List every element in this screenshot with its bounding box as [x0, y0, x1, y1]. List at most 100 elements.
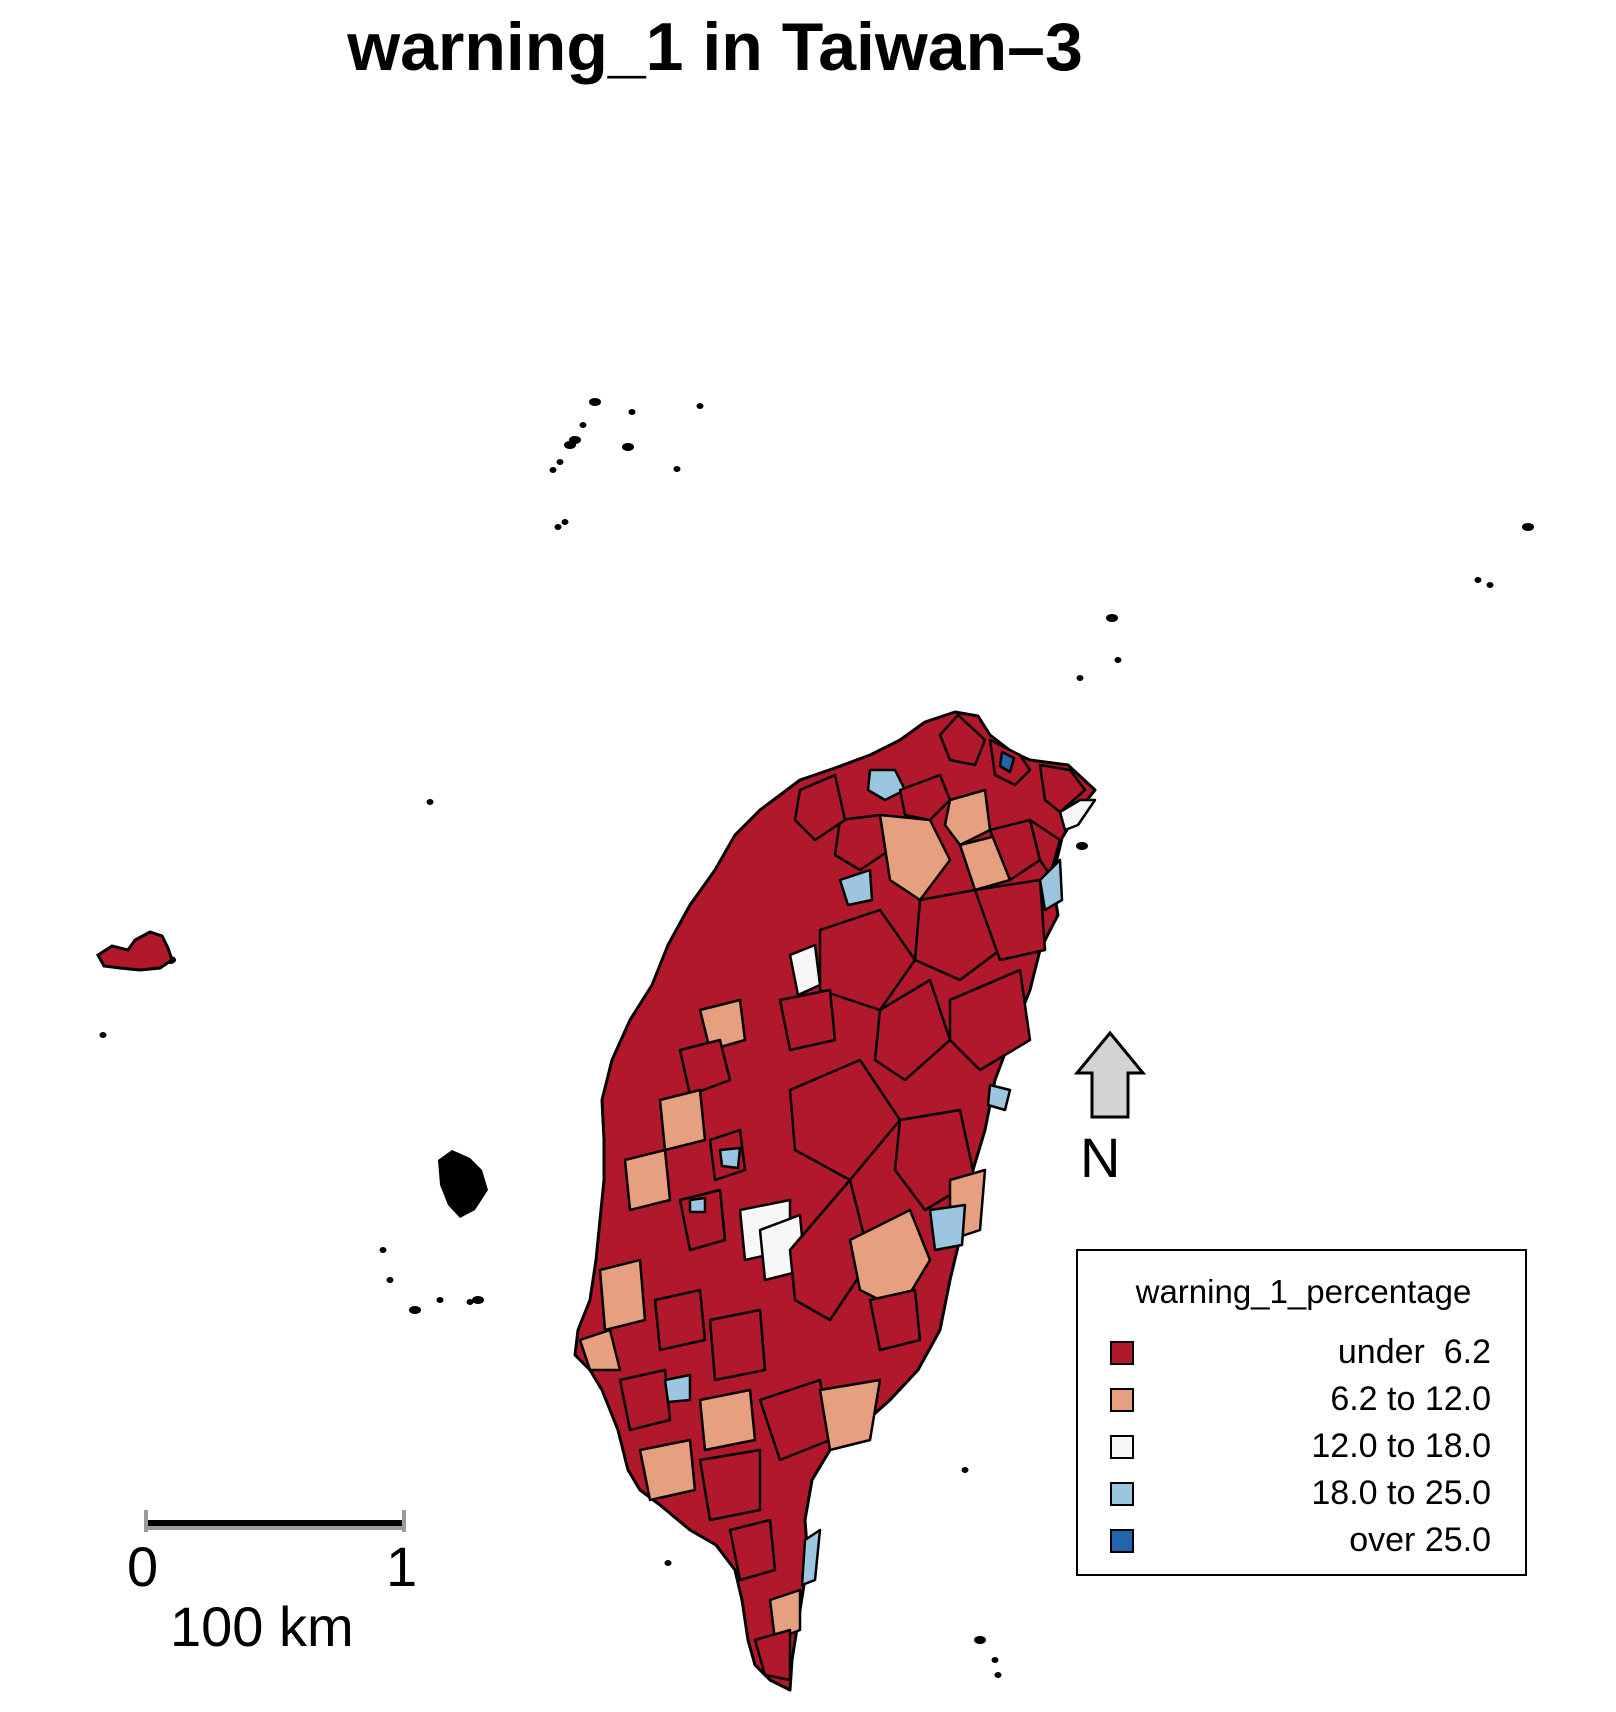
- islet: [561, 519, 569, 525]
- district: [833, 813, 892, 872]
- district: [928, 1203, 967, 1252]
- district: [578, 1328, 622, 1372]
- district: [873, 978, 952, 1082]
- islet: [1076, 675, 1084, 681]
- legend-item: 18.0 to 25.0: [1078, 1474, 1529, 1514]
- islet: [426, 799, 434, 805]
- islet: [589, 398, 601, 406]
- district: [663, 1373, 692, 1404]
- islet: [622, 443, 634, 451]
- islet: [436, 1297, 444, 1303]
- legend-swatch: [1110, 1482, 1134, 1506]
- legend-swatch: [1110, 1529, 1134, 1553]
- legend: warning_1_percentage under 6.2 6.2 to 12…: [1076, 1249, 1527, 1576]
- district: [818, 1378, 882, 1452]
- legend-item: over 25.0: [1078, 1521, 1529, 1561]
- islet: [99, 1032, 107, 1038]
- islet: [554, 524, 562, 530]
- scale-end-label: 1: [386, 1535, 418, 1598]
- islet: [1522, 523, 1534, 531]
- district: [778, 988, 837, 1052]
- legend-label: over 25.0: [1349, 1521, 1491, 1559]
- islet: [1114, 657, 1122, 663]
- district: [898, 773, 952, 822]
- district: [878, 813, 952, 902]
- islet: [628, 409, 636, 415]
- district: [698, 1388, 757, 1452]
- legend-item: 12.0 to 18.0: [1078, 1427, 1529, 1467]
- legend-swatch: [1110, 1435, 1134, 1459]
- legend-label: 12.0 to 18.0: [1311, 1427, 1491, 1465]
- islet: [974, 1636, 986, 1644]
- islet: [409, 1306, 421, 1314]
- islet: [1076, 842, 1088, 850]
- islet: [579, 422, 587, 428]
- district: [688, 1196, 707, 1214]
- islet: [466, 1299, 474, 1305]
- district: [598, 1258, 647, 1332]
- district: [986, 1083, 1012, 1112]
- district: [768, 1588, 802, 1642]
- islet: [1474, 577, 1482, 583]
- district: [698, 1448, 762, 1522]
- scale-bar: [144, 1510, 406, 1532]
- district: [998, 750, 1016, 774]
- district: [708, 1308, 767, 1382]
- penghu-islands: [438, 1150, 488, 1218]
- district: [913, 888, 1002, 982]
- district: [678, 1038, 732, 1097]
- district: [728, 1518, 777, 1582]
- islet: [961, 1467, 969, 1473]
- scale-start-label: 0: [127, 1535, 159, 1598]
- islet: [472, 1296, 484, 1304]
- map-title: warning_1 in Taiwan–3: [347, 9, 1083, 85]
- legend-label: under 6.2: [1337, 1333, 1491, 1371]
- legend-label: 6.2 to 12.0: [1330, 1380, 1491, 1418]
- legend-swatch: [1110, 1341, 1134, 1365]
- district: [638, 1438, 697, 1502]
- islet: [696, 403, 704, 409]
- district: [753, 1628, 792, 1682]
- district: [698, 998, 747, 1052]
- district: [658, 1088, 707, 1152]
- islet: [991, 1657, 999, 1663]
- district: [838, 868, 874, 907]
- district: [718, 1146, 742, 1170]
- district: [793, 773, 847, 842]
- district: [788, 1058, 902, 1182]
- legend-item: under 6.2: [1078, 1333, 1529, 1373]
- legend-swatch: [1110, 1388, 1134, 1412]
- district: [938, 713, 987, 767]
- district: [848, 1208, 932, 1312]
- islet: [664, 1560, 672, 1566]
- district: [618, 1368, 672, 1432]
- islet: [673, 466, 681, 472]
- district: [943, 788, 992, 847]
- islet: [1486, 582, 1494, 588]
- legend-item: 6.2 to 12.0: [1078, 1380, 1529, 1420]
- district: [948, 968, 1032, 1072]
- district: [623, 1148, 672, 1212]
- district: [788, 943, 822, 997]
- district: [800, 1528, 822, 1587]
- islet: [1106, 614, 1118, 622]
- legend-label: 18.0 to 25.0: [1311, 1474, 1491, 1512]
- district: [1038, 858, 1064, 912]
- district: [788, 1178, 872, 1322]
- islet: [994, 1672, 1002, 1678]
- scale-unit-label: 100 km: [170, 1595, 354, 1658]
- islet: [556, 459, 564, 465]
- islet: [379, 1247, 387, 1253]
- islet: [386, 1277, 394, 1283]
- district: [1058, 798, 1097, 832]
- islet: [569, 436, 581, 444]
- district: [973, 878, 1047, 962]
- north-arrow: [1073, 1030, 1147, 1119]
- district: [868, 1288, 922, 1352]
- north-label: N: [1080, 1126, 1121, 1189]
- district: [866, 768, 907, 802]
- islet: [549, 467, 557, 473]
- kinmen-island: [96, 930, 174, 972]
- legend-title: warning_1_percentage: [1135, 1273, 1472, 1310]
